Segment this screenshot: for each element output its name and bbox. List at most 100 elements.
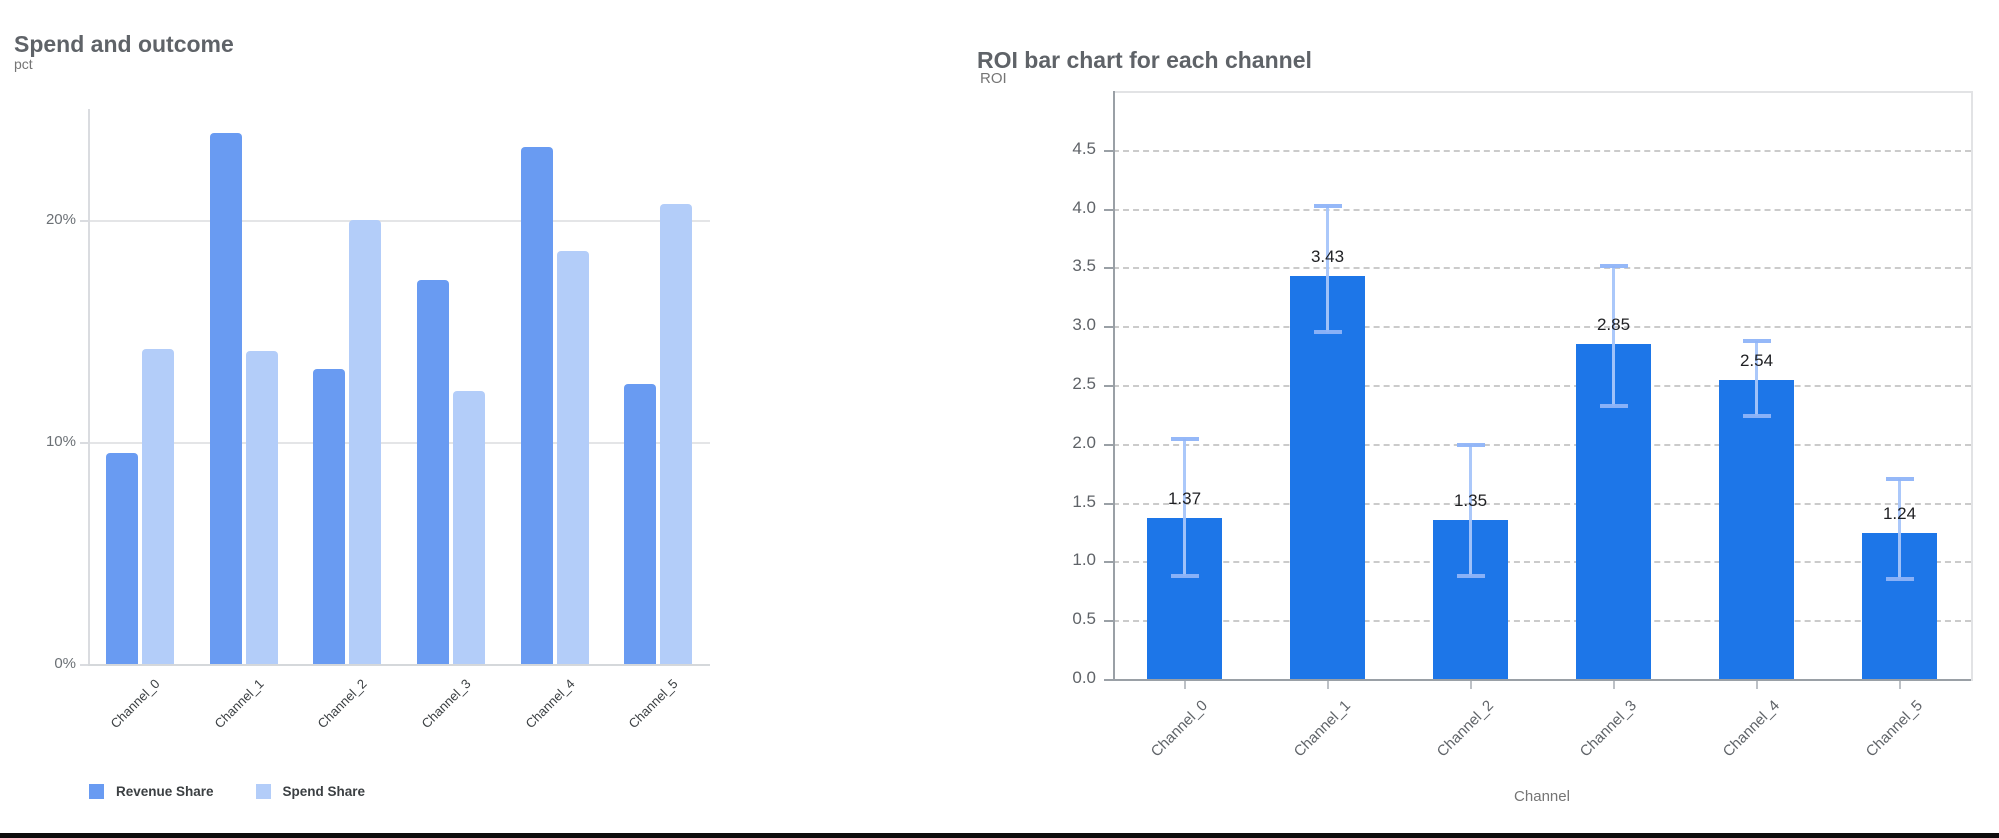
y-axis-tick-label: 4.5 <box>1072 138 1096 158</box>
y-axis-tick <box>80 220 88 222</box>
error-bar-cap-bottom <box>1313 330 1342 335</box>
bar-spend-share[interactable] <box>141 348 174 664</box>
chart-title: ROI bar chart for each channel <box>977 47 1312 74</box>
y-axis-tick-label: 0.5 <box>1072 609 1096 629</box>
error-bar-stem <box>1469 444 1472 576</box>
bottom-border <box>0 833 1999 838</box>
gridline <box>1113 385 1971 387</box>
legend-label-revenue-share: Revenue Share <box>116 784 214 799</box>
x-category-label: Channel_3 <box>1576 697 1640 761</box>
error-bar-cap-top <box>1313 204 1342 209</box>
error-bar-stem <box>1326 206 1329 333</box>
legend-swatch-revenue-icon <box>89 784 104 799</box>
x-category-label: Channel_5 <box>625 676 681 732</box>
bar-revenue-share[interactable] <box>313 368 346 664</box>
x-axis-tick <box>1469 681 1472 689</box>
y-axis-tick <box>1104 208 1113 211</box>
legend-item-revenue-share[interactable]: Revenue Share <box>89 784 214 799</box>
y-axis-tick-label: 0% <box>54 655 76 672</box>
y-axis-tick-label: 1.5 <box>1072 491 1096 511</box>
y-axis-tick-label: 2.0 <box>1072 432 1096 452</box>
y-axis-tick-label: 4.0 <box>1072 197 1096 217</box>
x-axis-tick <box>1326 681 1329 689</box>
y-axis-tick <box>1104 149 1113 152</box>
x-category-label: Channel_2 <box>1433 697 1497 761</box>
roi-bar[interactable] <box>1719 380 1794 679</box>
bar-value-label: 1.24 <box>1882 504 1917 524</box>
gridline <box>88 220 710 222</box>
bar-revenue-share[interactable] <box>105 453 138 664</box>
y-axis-tick <box>1104 443 1113 446</box>
y-axis-tick <box>1104 385 1113 387</box>
gridline <box>1113 443 1971 446</box>
x-category-label: Channel_2 <box>314 676 370 732</box>
error-bar-stem <box>1183 439 1186 576</box>
legend: Revenue Share Spend Share <box>89 784 365 799</box>
x-axis-line <box>1113 679 1971 681</box>
bar-spend-share[interactable] <box>556 251 589 664</box>
y-axis-line <box>1113 91 1115 679</box>
bar-revenue-share[interactable] <box>416 279 449 664</box>
error-bar-cap-top <box>1456 442 1485 447</box>
x-category-label: Channel_4 <box>1719 697 1783 761</box>
error-bar-cap-top <box>1599 264 1628 269</box>
y-axis-tick <box>80 664 88 666</box>
bar-revenue-share[interactable] <box>520 146 553 664</box>
x-axis-tick <box>1183 681 1186 689</box>
roi-bar[interactable] <box>1290 275 1365 679</box>
error-bar-cap-bottom <box>1456 573 1485 578</box>
x-axis-tick <box>1898 681 1901 689</box>
bar-spend-share[interactable] <box>452 390 485 664</box>
x-axis-title: Channel <box>1514 788 1570 805</box>
gridline <box>1113 620 1971 623</box>
bar-revenue-share[interactable] <box>624 384 657 664</box>
bar-spend-share[interactable] <box>660 204 693 664</box>
plot-border <box>1113 91 1973 681</box>
y-axis-tick-label: 3.0 <box>1072 315 1096 335</box>
gridline <box>1113 561 1971 564</box>
y-axis-tick <box>80 442 88 444</box>
error-bar-stem <box>1898 479 1901 580</box>
error-bar-cap-bottom <box>1885 577 1914 582</box>
error-bar-cap-bottom <box>1599 404 1628 409</box>
y-axis-tick-label: 2.5 <box>1072 374 1096 393</box>
y-axis-tick <box>1104 620 1113 623</box>
bar-revenue-share[interactable] <box>209 133 242 664</box>
gridline <box>88 442 710 444</box>
bar-spend-share[interactable] <box>349 220 382 664</box>
y-axis-tick-label: 0.0 <box>1072 668 1096 687</box>
bar-value-label: 1.35 <box>1453 491 1488 511</box>
y-axis-tick-label: 3.5 <box>1072 256 1096 276</box>
gridline <box>1113 267 1971 270</box>
y-axis-tick <box>1104 502 1113 505</box>
legend-item-spend-share[interactable]: Spend Share <box>255 784 366 799</box>
x-axis-tick <box>1612 681 1615 689</box>
x-axis-tick <box>1755 681 1758 689</box>
error-bar-cap-top <box>1885 477 1914 482</box>
y-axis-tick <box>1104 561 1113 564</box>
y-axis-tick-label: 20% <box>45 211 76 228</box>
y-axis-tick-label: 1.0 <box>1072 550 1096 570</box>
x-category-label: Channel_3 <box>418 676 474 732</box>
gridline <box>1113 502 1971 505</box>
bar-spend-share[interactable] <box>245 350 278 664</box>
x-axis-line <box>88 664 710 666</box>
x-category-label: Channel_4 <box>522 676 578 732</box>
x-category-label: Channel_1 <box>211 676 267 732</box>
legend-label-spend-share: Spend Share <box>282 784 366 799</box>
error-bar-cap-top <box>1742 339 1771 344</box>
error-bar-cap-bottom <box>1742 413 1771 418</box>
bar-value-label: 3.43 <box>1310 246 1345 266</box>
gridline <box>1113 208 1971 211</box>
y-axis-tick <box>1104 326 1113 329</box>
error-bar-stem <box>1755 341 1758 416</box>
error-bar-cap-bottom <box>1170 573 1199 578</box>
y-axis-title: pct <box>14 56 33 72</box>
error-bar-stem <box>1612 266 1615 407</box>
bar-value-label: 2.54 <box>1739 351 1774 371</box>
bar-value-label: 2.85 <box>1596 314 1631 334</box>
y-axis-line <box>88 109 90 664</box>
